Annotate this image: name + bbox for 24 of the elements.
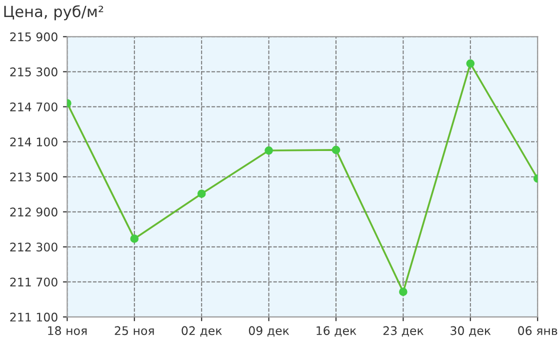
x-tick-label: 25 ноя [114,326,154,336]
x-tick-label: 23 дек [383,326,424,337]
point [130,234,139,243]
x-tick-label: 09 дек [248,326,290,337]
point [399,288,408,296]
y-tick-label: 215 900 [10,32,58,42]
point [197,190,206,198]
x-tick-label: 16 дек [316,326,356,337]
y-tick-label: 211 700 [10,278,58,287]
y-tick-label: 214 100 [10,137,58,146]
x-tick-label: 06 янв [518,326,558,336]
y-tick-label: 214 700 [10,102,58,112]
point [264,146,273,155]
point [332,146,340,154]
x-tick-label: 18 ноя [48,326,87,336]
point [466,59,475,68]
y-tick-label: 215 300 [10,67,58,76]
y-tick-label: 211 100 [10,312,58,322]
y-tick-label: 212 300 [10,242,58,252]
y-tick-label: 213 500 [10,172,58,182]
x-tick-label: 30 дек [450,326,491,337]
y-tick-label: 212 900 [10,208,58,216]
x-tick-label: 02 дек [182,326,222,337]
chart-title: Цена, руб/м² [4,5,104,20]
